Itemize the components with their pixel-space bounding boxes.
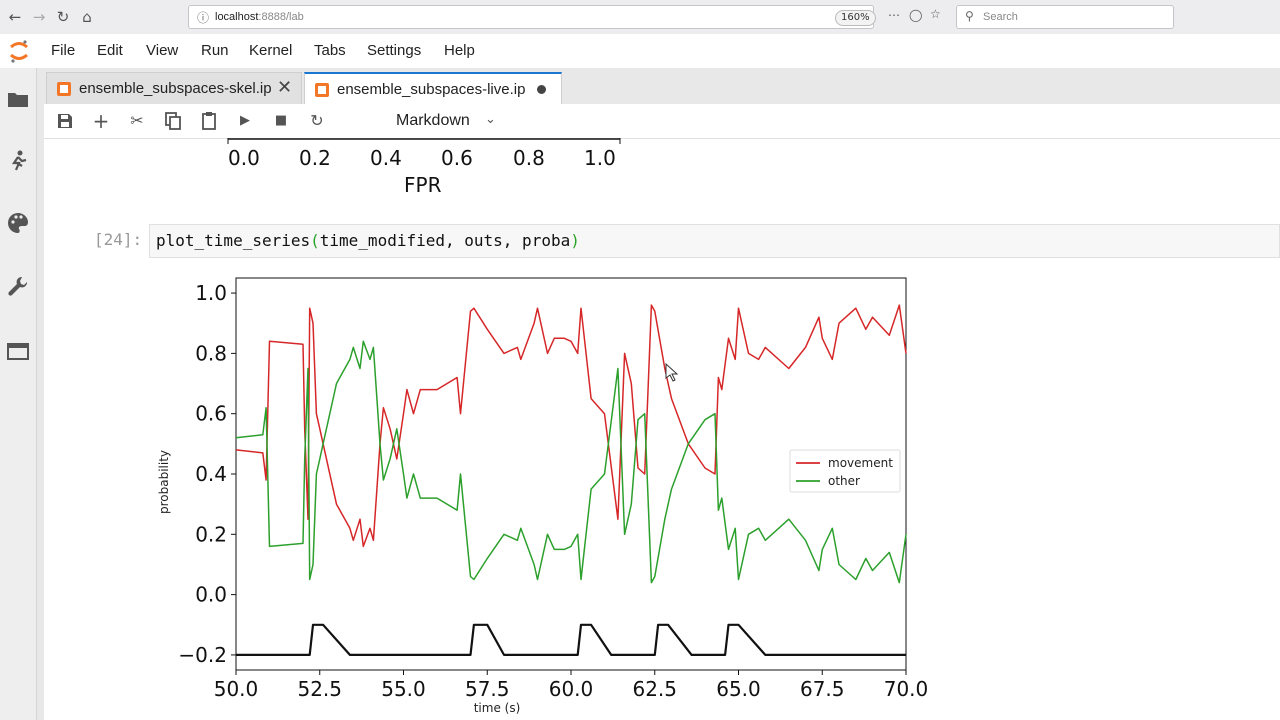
x-tick-label: 65.0 <box>716 677 761 701</box>
x-tick-label: 55.0 <box>381 677 426 701</box>
notebook-icon <box>315 83 329 97</box>
browser-toolbar: ← → ↻ ⌂ ⓘ localhost:8888/lab 160% ⋯ ◯ ☆ … <box>0 0 1280 35</box>
legend-label-movement: movement <box>828 456 893 470</box>
unsaved-dot-icon[interactable] <box>537 85 546 94</box>
y-tick-label: 0.2 <box>195 522 227 546</box>
axes-layer: 50.0 52.5 55.0 57.5 60.0 62.5 65.0 67.5 70.0 1.0 0… <box>178 281 928 701</box>
info-icon[interactable]: ⓘ <box>197 11 210 25</box>
url-text: localhost:8888/lab <box>215 11 304 23</box>
x-tick-label: 50.0 <box>214 677 259 701</box>
jupyter-logo-icon[interactable] <box>8 38 30 64</box>
restart-icon[interactable]: ↻ <box>310 111 324 130</box>
home-icon[interactable]: ⌂ <box>82 8 92 26</box>
code-arguments: time_modified, outs, proba <box>319 231 571 250</box>
wrench-icon[interactable] <box>5 274 31 300</box>
cell-type-select[interactable]: Markdown <box>396 112 470 129</box>
series-layer <box>235 304 907 656</box>
tabs-icon[interactable] <box>5 338 31 364</box>
code-text: plot_time_series(time_modified, outs, pr… <box>156 231 580 250</box>
menu-view[interactable]: View <box>146 42 179 59</box>
y-tick-label: −0.2 <box>178 643 227 667</box>
folder-icon[interactable] <box>5 86 31 112</box>
menu-run[interactable]: Run <box>201 42 229 59</box>
roc-tick: 0.4 <box>370 146 402 170</box>
y-tick-label: 1.0 <box>195 281 227 305</box>
menu-tabs[interactable]: Tabs <box>314 42 346 59</box>
close-icon[interactable]: ✕ <box>277 77 293 98</box>
roc-tick: 0.2 <box>299 146 331 170</box>
url-bar[interactable]: ⓘ localhost:8888/lab 160% <box>188 5 876 29</box>
save-icon[interactable] <box>54 110 76 132</box>
add-icon[interactable]: + <box>92 109 110 133</box>
code-function: plot_time_series <box>156 231 311 250</box>
menu-settings[interactable]: Settings <box>367 42 422 59</box>
forward-icon[interactable]: → <box>32 8 46 26</box>
code-paren-close: ) <box>570 231 580 250</box>
search-icon: ⚲ <box>965 9 974 23</box>
roc-tick: 0.8 <box>513 146 545 170</box>
palette-icon[interactable] <box>5 210 31 236</box>
roc-tick: 0.0 <box>228 146 260 170</box>
y-tick-label: 0.0 <box>195 583 227 607</box>
menu-edit[interactable]: Edit <box>97 42 123 59</box>
x-tick-label: 62.5 <box>632 677 677 701</box>
x-tick-label: 52.5 <box>297 677 342 701</box>
tab-bar: ensemble_subspaces-skel.ip ✕ ensemble_su… <box>44 72 1280 104</box>
menu-help[interactable]: Help <box>444 42 475 59</box>
tab-label: ensemble_subspaces-skel.ip <box>79 80 272 97</box>
time-series-chart: 50.0 52.5 55.0 57.5 60.0 62.5 65.0 67.5 70.0 1.0 0… <box>157 277 928 715</box>
tab-live-notebook[interactable]: ensemble_subspaces-live.ip <box>304 72 562 104</box>
bookmark-star-icon[interactable]: ☆ <box>930 7 941 21</box>
x-tick-label: 70.0 <box>884 677 929 701</box>
code-cell-editor[interactable]: plot_time_series(time_modified, outs, pr… <box>149 224 1280 258</box>
notebook-toolbar: + ✂ ▶ ■ ↻ Markdown ⌄ Py <box>44 104 1280 139</box>
y-axis-label: probability <box>157 450 171 514</box>
roc-xlabel: FPR <box>404 173 442 197</box>
run-icon[interactable]: ▶ <box>240 113 250 128</box>
copy-icon[interactable] <box>162 110 184 132</box>
series-line-indicator <box>236 623 906 656</box>
menu-file[interactable]: File <box>51 42 76 59</box>
x-tick-label: 67.5 <box>800 677 845 701</box>
mouse-cursor-icon <box>665 362 679 382</box>
series-line-movement <box>235 304 907 548</box>
left-sidebar <box>0 68 37 720</box>
cut-icon[interactable]: ✂ <box>130 111 144 130</box>
back-icon[interactable]: ← <box>8 8 22 26</box>
y-tick-label: 0.8 <box>195 341 227 365</box>
cell-prompt: [24]: <box>94 230 143 249</box>
series-line-other <box>235 340 907 584</box>
roc-tick: 0.6 <box>441 146 473 170</box>
chart-legend: movement other <box>789 449 901 493</box>
paste-icon[interactable] <box>198 110 220 132</box>
x-axis-label: time (s) <box>474 701 521 715</box>
menu-kernel[interactable]: Kernel <box>249 42 293 59</box>
x-tick-label: 60.0 <box>549 677 594 701</box>
search-input[interactable]: ⚲ Search <box>956 5 1174 29</box>
url-host: localhost <box>215 11 259 23</box>
code-paren-open: ( <box>310 231 320 250</box>
pocket-icon[interactable]: ◯ <box>909 8 923 22</box>
legend-label-other: other <box>828 474 860 488</box>
y-tick-label: 0.6 <box>195 402 227 426</box>
reload-icon[interactable]: ↻ <box>56 8 70 26</box>
roc-tick: 1.0 <box>584 146 616 170</box>
stop-icon[interactable]: ■ <box>274 113 288 128</box>
running-icon[interactable] <box>5 148 31 174</box>
notebook-icon <box>57 82 71 96</box>
zoom-level[interactable]: 160% <box>835 10 876 26</box>
url-path: :8888/lab <box>258 11 304 23</box>
tab-skel-notebook[interactable]: ensemble_subspaces-skel.ip ✕ <box>46 72 302 104</box>
roc-axis-line <box>227 138 621 144</box>
menu-bar: File Edit View Run Kernel Tabs Settings … <box>0 34 1280 69</box>
search-placeholder: Search <box>983 11 1018 23</box>
tab-label: ensemble_subspaces-live.ip <box>337 81 526 98</box>
x-tick-label: 57.5 <box>465 677 510 701</box>
y-tick-label: 0.4 <box>195 462 227 486</box>
more-icon[interactable]: ⋯ <box>888 8 900 22</box>
chevron-down-icon[interactable]: ⌄ <box>485 112 496 127</box>
